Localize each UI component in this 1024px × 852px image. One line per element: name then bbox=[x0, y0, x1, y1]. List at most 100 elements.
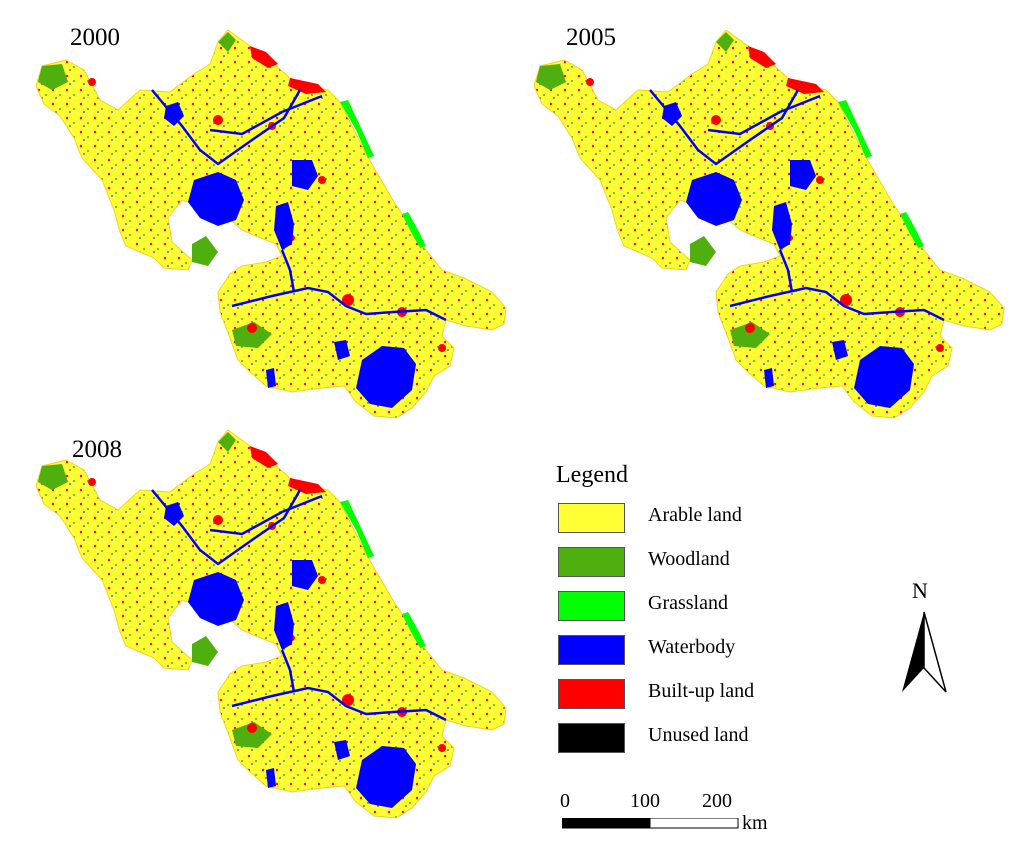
canal-south bbox=[778, 249, 794, 293]
yangtze-river bbox=[231, 686, 447, 722]
lake-gaoyou bbox=[772, 202, 792, 250]
city bbox=[213, 515, 223, 525]
scale-unit: km bbox=[742, 812, 768, 834]
grand-canal bbox=[649, 89, 800, 166]
city bbox=[247, 323, 257, 333]
woodland-southwest bbox=[192, 636, 218, 666]
coastal-builtup-1 bbox=[250, 446, 278, 468]
woodland-southwest bbox=[690, 236, 716, 266]
scale-tick-label: 200 bbox=[702, 790, 732, 812]
woodland-south bbox=[232, 722, 272, 748]
city bbox=[88, 478, 96, 486]
legend-swatch bbox=[558, 723, 625, 753]
legend-swatch bbox=[558, 547, 625, 577]
legend: Legend Arable land Woodland Grassland Water… bbox=[556, 462, 816, 767]
land-use-map bbox=[533, 30, 1005, 419]
coastal-builtup-1 bbox=[250, 46, 278, 68]
city bbox=[342, 294, 354, 306]
city bbox=[745, 323, 755, 333]
city bbox=[438, 744, 446, 752]
lake-southwest bbox=[764, 368, 774, 388]
coastal-grassland bbox=[340, 500, 374, 558]
legend-swatch bbox=[558, 679, 625, 709]
lake-central bbox=[790, 160, 816, 190]
city bbox=[840, 294, 852, 306]
coastal-builtup-1 bbox=[748, 46, 776, 68]
lake-small-south bbox=[832, 340, 848, 360]
land-use-map bbox=[35, 30, 507, 419]
lake-luoma bbox=[164, 102, 184, 126]
lake-hongze bbox=[686, 172, 742, 226]
legend-label: Waterbody bbox=[648, 636, 736, 658]
city bbox=[438, 344, 446, 352]
river-north bbox=[707, 94, 821, 136]
scale-bar: 0 100 200 km bbox=[556, 790, 786, 840]
city bbox=[936, 344, 944, 352]
lake-gaoyou bbox=[274, 202, 294, 250]
canal-south bbox=[280, 249, 296, 293]
lake-hongze bbox=[188, 172, 244, 226]
map-2000: 2000 bbox=[22, 24, 512, 430]
map-2008: 2008 bbox=[22, 430, 512, 830]
woodland-south bbox=[232, 322, 272, 348]
woodland-north bbox=[218, 432, 236, 452]
province-arable-area bbox=[35, 430, 507, 819]
woodland-north bbox=[218, 32, 236, 52]
city bbox=[247, 723, 257, 733]
woodland-north bbox=[716, 32, 734, 52]
city bbox=[711, 115, 721, 125]
yangtze-river bbox=[231, 286, 447, 322]
river-north bbox=[209, 94, 323, 136]
province-arable-area bbox=[35, 30, 507, 419]
lake-small-south bbox=[334, 340, 350, 360]
legend-item: Unused land bbox=[556, 723, 816, 767]
grand-canal bbox=[151, 489, 302, 566]
city bbox=[816, 176, 824, 184]
coastal-grassland-south bbox=[900, 212, 924, 248]
map-2005: 2005 bbox=[520, 24, 1010, 430]
legend-item: Woodland bbox=[556, 547, 816, 591]
lake-central bbox=[292, 160, 318, 190]
river-north bbox=[209, 494, 323, 536]
coastal-grassland bbox=[838, 100, 872, 158]
legend-swatch bbox=[558, 591, 625, 621]
city bbox=[342, 694, 354, 706]
lake-gaoyou bbox=[274, 602, 294, 650]
north-arrow-icon bbox=[902, 611, 947, 693]
woodland-southwest bbox=[192, 236, 218, 266]
grand-canal bbox=[151, 89, 302, 166]
lake-luoma bbox=[662, 102, 682, 126]
year-label: 2008 bbox=[72, 436, 122, 463]
city bbox=[318, 176, 326, 184]
lake-luoma bbox=[164, 502, 184, 526]
land-use-map bbox=[35, 430, 507, 819]
coastal-builtup-2 bbox=[786, 78, 824, 94]
legend-label: Built-up land bbox=[648, 680, 755, 702]
coastal-grassland-south bbox=[402, 612, 426, 648]
legend-item: Built-up land bbox=[556, 679, 816, 723]
legend-label: Unused land bbox=[648, 724, 749, 746]
lake-southwest bbox=[266, 368, 276, 388]
lake-central bbox=[292, 560, 318, 590]
canal-south bbox=[280, 649, 296, 693]
legend-item: Waterbody bbox=[556, 635, 816, 679]
city bbox=[318, 576, 326, 584]
lake-taihu bbox=[854, 346, 914, 408]
north-label: N bbox=[912, 578, 928, 603]
lake-small-south bbox=[334, 740, 350, 760]
yangtze-river bbox=[729, 286, 945, 322]
legend-label: Grassland bbox=[648, 592, 728, 614]
year-label: 2005 bbox=[566, 24, 616, 51]
legend-item: Arable land bbox=[556, 503, 816, 547]
scale-tick-label: 100 bbox=[630, 790, 660, 812]
lake-southwest bbox=[266, 768, 276, 788]
north-arrow: N bbox=[894, 578, 954, 698]
coastal-builtup-2 bbox=[288, 78, 326, 94]
scale-tick-label: 0 bbox=[560, 790, 570, 812]
coastal-builtup-2 bbox=[288, 478, 326, 494]
city bbox=[88, 78, 96, 86]
legend-swatch bbox=[558, 503, 625, 533]
city bbox=[586, 78, 594, 86]
legend-label: Arable land bbox=[648, 504, 742, 526]
scale-bar-graphic bbox=[562, 818, 739, 829]
